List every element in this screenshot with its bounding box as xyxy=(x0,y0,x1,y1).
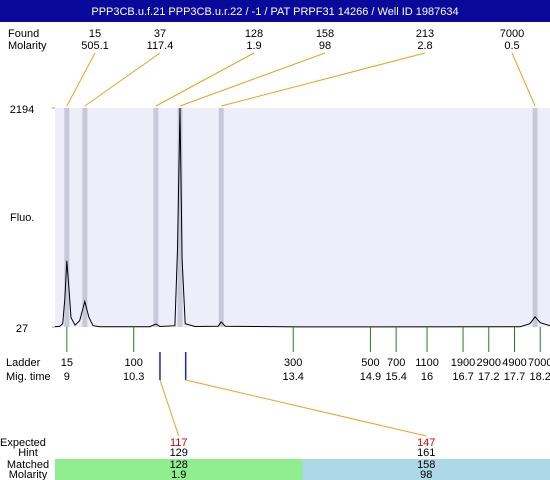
ladder-time: 13.4 xyxy=(283,371,304,383)
ladder-size: 4900 xyxy=(502,357,526,369)
molarity-value: 1.9 xyxy=(171,469,186,480)
found-band xyxy=(532,108,538,327)
found-molarity: 505.1 xyxy=(81,40,109,52)
y-tick-label: 2194 xyxy=(10,104,34,116)
ladder-label: Ladder xyxy=(6,357,41,369)
ladder-size: 7000 xyxy=(528,357,550,369)
hint-value: 129 xyxy=(170,447,188,459)
found-size: 158 xyxy=(316,28,334,40)
ladder-time: 16.7 xyxy=(452,371,473,383)
found-molarity: 2.8 xyxy=(417,40,432,52)
plot-area xyxy=(55,108,550,327)
ladder-time: 14.9 xyxy=(360,371,381,383)
found-band xyxy=(82,108,88,327)
ladder-time: 17.7 xyxy=(504,371,525,383)
row-label: Hint xyxy=(18,447,38,459)
matched-background xyxy=(302,459,550,480)
mig-time-label: Mig. time xyxy=(6,371,51,383)
found-molarity: 0.5 xyxy=(504,40,519,52)
found-band xyxy=(177,108,183,327)
matched-background xyxy=(55,459,303,480)
found-molarity: 1.9 xyxy=(246,40,261,52)
found-band xyxy=(218,108,224,327)
ladder-size: 300 xyxy=(284,357,302,369)
found-size: 37 xyxy=(154,28,166,40)
found-size: 213 xyxy=(416,28,434,40)
ladder-time: 18.2 xyxy=(530,371,550,383)
found-molarity: 117.4 xyxy=(147,40,174,52)
found-band xyxy=(64,108,70,327)
found-connector xyxy=(84,52,161,107)
title: PPP3CB.u.f.21 PPP3CB.u.r.22 / -1 / PAT P… xyxy=(91,6,458,18)
found-size: 7000 xyxy=(500,28,524,40)
ladder-size: 1900 xyxy=(451,357,475,369)
ladder-time: 17.2 xyxy=(478,371,499,383)
matched-value: 128 xyxy=(170,459,188,471)
expected-value: 117 xyxy=(170,437,188,449)
ladder-time: 16 xyxy=(421,371,433,383)
row-label: Molarity xyxy=(9,469,48,480)
matched-value: 158 xyxy=(417,459,435,471)
y-tick-label: 27 xyxy=(16,323,28,335)
ladder-size: 700 xyxy=(387,357,405,369)
found-connector xyxy=(66,52,96,107)
y-label: Fluo. xyxy=(10,212,34,224)
found-connector xyxy=(155,52,255,107)
found-size: 15 xyxy=(89,28,101,40)
row-label: Matched xyxy=(7,459,49,471)
ladder-size: 500 xyxy=(361,357,379,369)
ladder-time: 15.4 xyxy=(385,371,406,383)
expected-connector xyxy=(185,379,427,437)
title-bar xyxy=(0,0,550,22)
ladder-size: 2900 xyxy=(477,357,501,369)
found-molarity: 98 xyxy=(319,40,331,52)
ladder-time: 10.3 xyxy=(123,371,144,383)
expected-value: 147 xyxy=(417,437,435,449)
expected-connector xyxy=(159,379,180,437)
hint-value: 161 xyxy=(417,447,435,459)
ladder-size: 15 xyxy=(61,357,73,369)
found-size: 128 xyxy=(245,28,263,40)
molarity-label: Molarity xyxy=(8,40,47,52)
expected-label: Expected xyxy=(0,437,46,449)
found-connector xyxy=(179,52,326,107)
ladder-size: 100 xyxy=(125,357,143,369)
ladder-time: 9 xyxy=(64,371,70,383)
molarity-value: 98 xyxy=(420,469,432,480)
ladder-size: 1100 xyxy=(415,357,439,369)
trace-line xyxy=(54,107,550,328)
found-band xyxy=(153,108,159,327)
found-label: Found xyxy=(8,28,39,40)
found-connector xyxy=(511,52,536,107)
found-connector xyxy=(221,52,426,107)
